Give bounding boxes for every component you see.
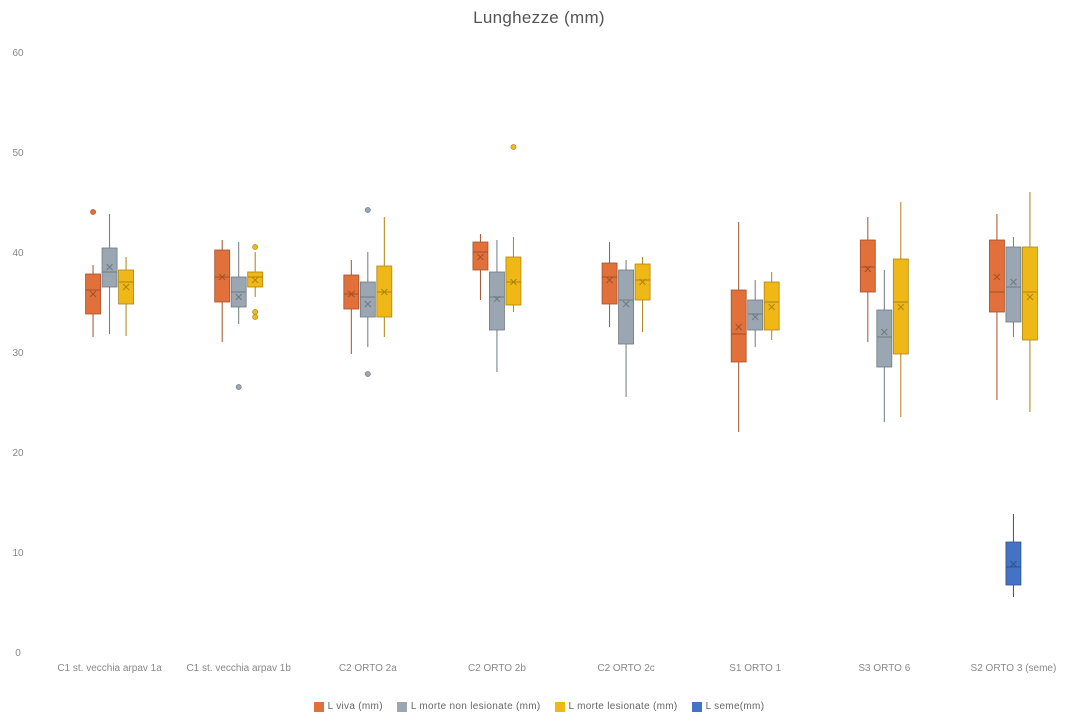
mean-marker (735, 323, 743, 331)
x-tick-label: S2 ORTO 3 (seme) (971, 663, 1057, 674)
legend-item: L viva (mm) (313, 701, 383, 712)
mean-marker (251, 276, 259, 284)
box-l-morte-non-lesionate-mm (618, 269, 634, 345)
mean-marker (880, 328, 888, 336)
box-l-viva-mm (989, 239, 1005, 313)
outlier-point (252, 244, 259, 250)
mean-marker (606, 276, 613, 284)
mean-marker (477, 253, 484, 261)
y-tick-label: 10 (12, 548, 24, 559)
mean-marker (510, 278, 517, 286)
x-tick-label: S3 ORTO 6 (858, 663, 910, 674)
mean-marker (218, 273, 226, 281)
box-l-morte-non-lesionate-mm (876, 309, 893, 368)
x-tick-label: C1 st. vecchia arpav 1a (57, 663, 162, 674)
mean-marker (347, 290, 355, 298)
x-tick-label: C1 st. vecchia arpav 1b (186, 663, 291, 674)
box-l-viva-mm (472, 241, 489, 271)
mean-marker (89, 290, 97, 298)
legend-item: L morte non lesionate (mm) (396, 701, 541, 712)
y-tick-label: 20 (12, 448, 24, 459)
mean-marker (768, 303, 776, 311)
box-l-morte-lesionate-mm (1022, 246, 1038, 341)
mean-marker (235, 293, 243, 301)
outlier-point (235, 384, 242, 390)
mean-marker (864, 265, 872, 273)
mean-marker (639, 278, 646, 286)
legend-label: L morte lesionate (mm) (568, 701, 678, 712)
legend-item: L morte lesionate (mm) (554, 701, 678, 712)
legend-item: L seme(mm) (691, 701, 765, 712)
outlier-point (364, 371, 371, 377)
mean-marker (122, 283, 130, 291)
box-l-viva-mm (343, 274, 360, 310)
legend-label: L seme(mm) (705, 701, 765, 712)
mean-marker (751, 313, 759, 321)
outlier-point (252, 314, 259, 320)
legend-swatch (396, 701, 407, 712)
mean-marker (493, 295, 501, 303)
mean-marker (1010, 278, 1017, 286)
x-tick-label: S1 ORTO 1 (729, 663, 781, 674)
box-l-morte-lesionate-mm (505, 256, 522, 306)
x-tick-label: C2 ORTO 2c (597, 663, 654, 674)
box-l-morte-non-lesionate-mm (1005, 246, 1022, 323)
box-l-morte-non-lesionate-mm (489, 271, 505, 331)
outlier-point (90, 209, 96, 215)
y-tick-label: 60 (12, 48, 24, 59)
chart-title: Lunghezze (mm) (473, 8, 605, 27)
legend-swatch (313, 701, 324, 712)
mean-marker (1026, 293, 1034, 301)
box-l-viva-mm (859, 239, 876, 293)
mean-marker (993, 273, 1001, 281)
outlier-point (364, 207, 371, 213)
outlier-point (510, 144, 517, 150)
legend-swatch (554, 701, 565, 712)
legend-swatch (691, 701, 702, 712)
box-l-viva-mm (730, 289, 747, 363)
chart-legend: L viva (mm) L morte non lesionate (mm) L m… (0, 701, 1078, 712)
x-tick-label: C2 ORTO 2b (468, 663, 526, 674)
mean-marker (1010, 560, 1017, 568)
mean-marker (897, 303, 905, 311)
box-l-morte-lesionate-mm (763, 281, 780, 331)
mean-marker (622, 300, 630, 308)
x-tick-label: C2 ORTO 2a (339, 663, 397, 674)
box-l-morte-non-lesionate-mm (747, 299, 764, 331)
mean-marker (380, 288, 388, 296)
box-l-morte-non-lesionate-mm (359, 281, 376, 318)
mean-marker (364, 300, 372, 308)
y-tick-label: 30 (12, 348, 24, 359)
y-tick-label: 50 (12, 148, 24, 159)
y-tick-label: 0 (15, 648, 21, 659)
y-tick-label: 40 (12, 248, 24, 259)
legend-label: L viva (mm) (327, 701, 383, 712)
box-l-viva-mm (214, 249, 231, 303)
legend-label: L morte non lesionate (mm) (410, 701, 541, 712)
box-l-viva-mm (601, 262, 618, 305)
mean-marker (106, 263, 113, 271)
outlier-point (252, 309, 259, 315)
